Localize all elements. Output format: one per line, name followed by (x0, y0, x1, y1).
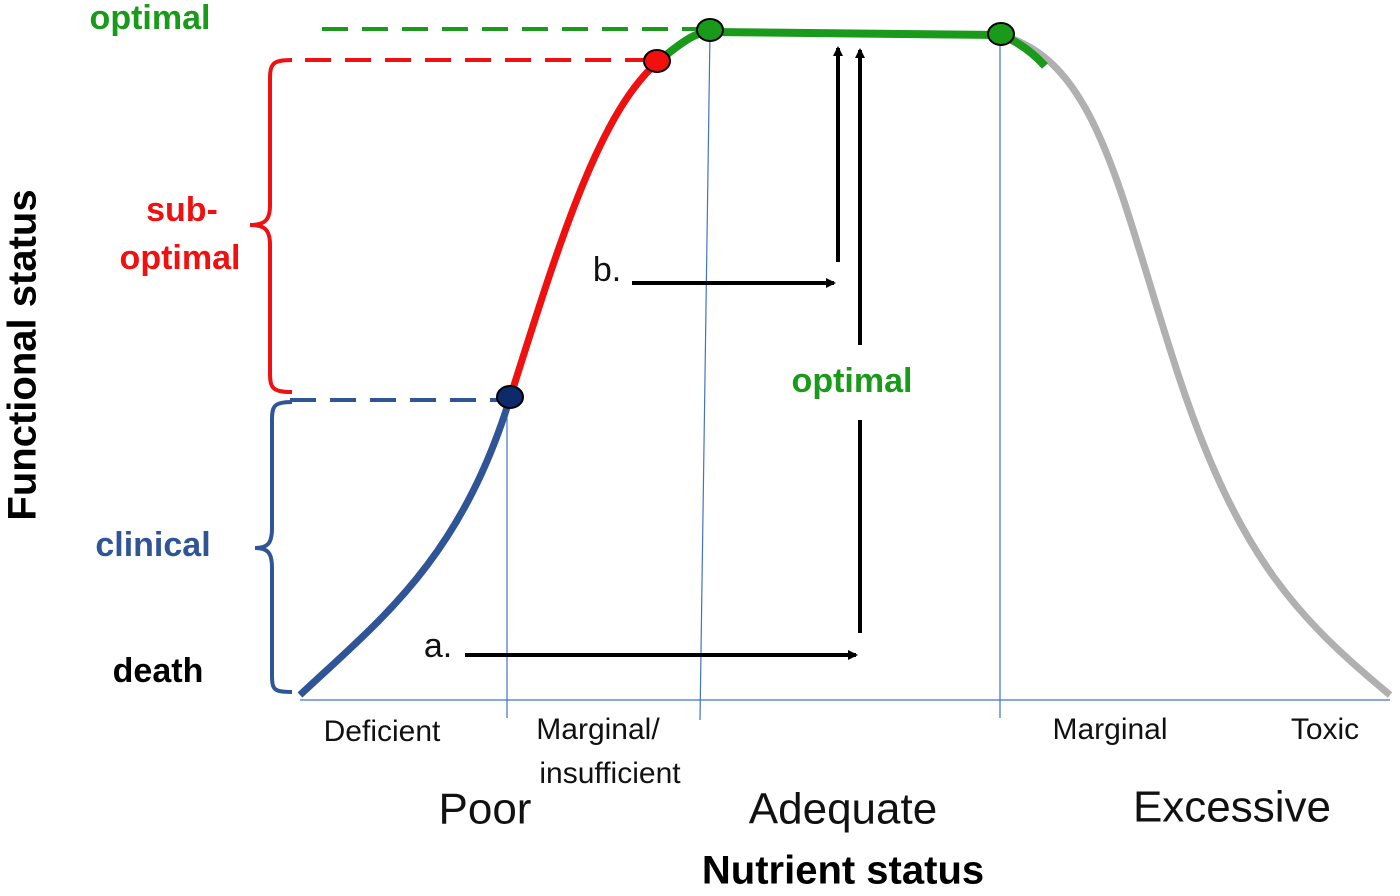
guide-line (699, 31, 711, 721)
point (696, 18, 724, 42)
range-label: Marginal/ (536, 713, 660, 746)
range-label: insufficient (539, 757, 681, 790)
suboptimal-segment (506, 57, 663, 400)
range-label: Toxic (1291, 713, 1359, 746)
point (643, 49, 671, 73)
clinical-brace (254, 400, 293, 694)
status-label: Excessive (1133, 783, 1331, 832)
arrow-label: b. (593, 251, 621, 289)
range-label: Deficient (324, 715, 441, 748)
point (987, 22, 1015, 46)
status-label: Adequate (749, 785, 937, 834)
clinical-segment (297, 396, 514, 698)
level-label: optimal (90, 0, 211, 37)
optimal-segment (657, 27, 1048, 69)
point (496, 385, 524, 409)
guides (300, 31, 1390, 721)
y-axis-label: Functional status (1, 189, 45, 520)
arrow-label: optimal (792, 362, 913, 400)
arrow-label: a. (424, 627, 452, 665)
range-label: Marginal (1052, 713, 1167, 746)
suboptimal-brace (249, 58, 293, 394)
level-label: clinical (95, 526, 210, 564)
arrows (465, 46, 865, 660)
level-label: death (113, 652, 204, 690)
x-axis-label: Nutrient status (702, 849, 984, 893)
level-label: optimal (120, 239, 241, 277)
status-label: Poor (439, 785, 532, 834)
level-label: sub- (146, 191, 218, 229)
points (496, 18, 1015, 409)
